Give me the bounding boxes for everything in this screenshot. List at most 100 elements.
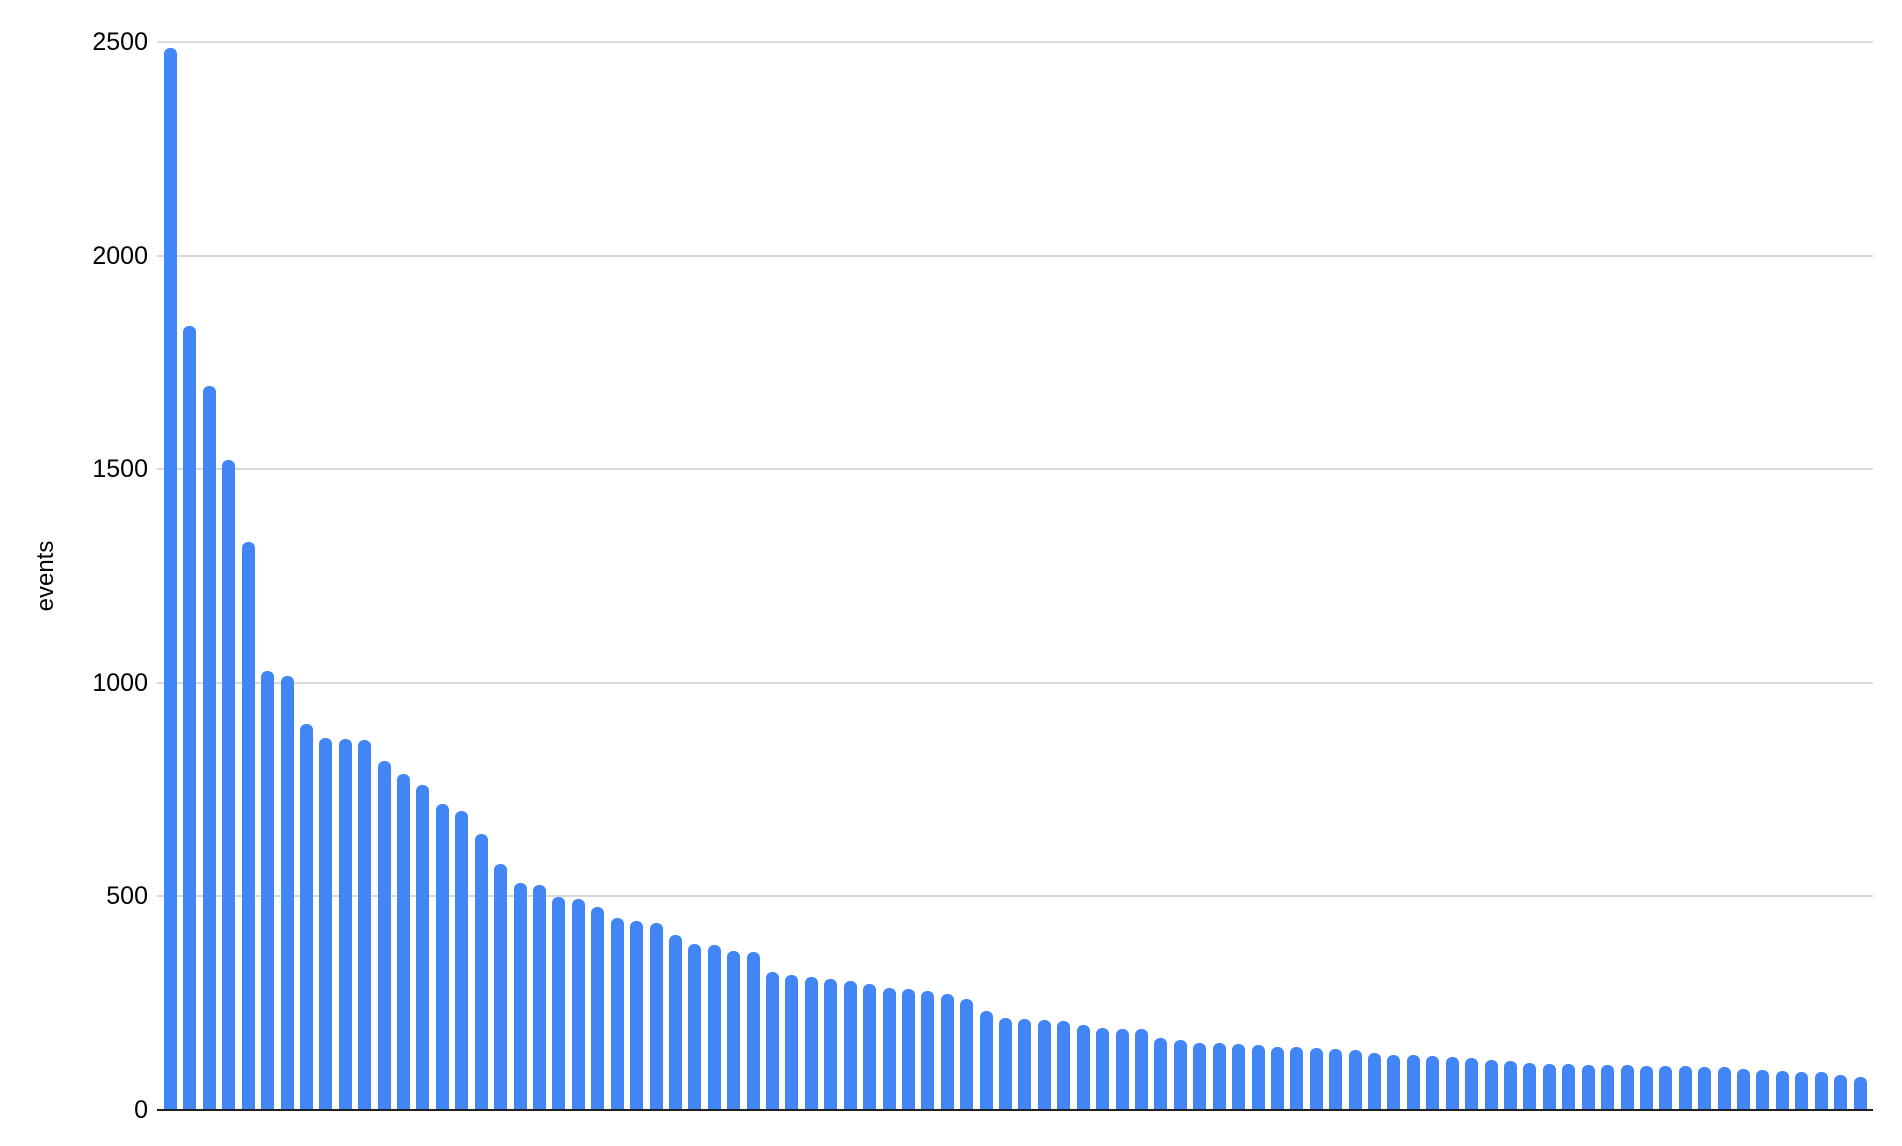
bar[interactable] [668, 934, 682, 1110]
bar[interactable] [1678, 1066, 1692, 1110]
bar[interactable] [319, 738, 333, 1110]
bar[interactable] [338, 739, 352, 1110]
bar[interactable] [630, 920, 644, 1110]
bar[interactable] [1057, 1020, 1071, 1110]
bar[interactable] [1251, 1045, 1265, 1110]
bar[interactable] [785, 974, 799, 1110]
bar[interactable] [999, 1018, 1013, 1110]
bar[interactable] [416, 784, 430, 1110]
bar[interactable] [1542, 1063, 1556, 1110]
bar[interactable] [746, 951, 760, 1110]
gridline-1500 [157, 468, 1873, 471]
bar[interactable] [571, 899, 585, 1110]
bar[interactable] [1639, 1065, 1653, 1110]
bar[interactable] [1037, 1019, 1051, 1110]
bar[interactable] [979, 1010, 993, 1110]
y-axis-tick-label: 1500 [92, 455, 148, 484]
bar[interactable] [1503, 1060, 1517, 1110]
bar[interactable] [688, 943, 702, 1110]
bar[interactable] [1076, 1025, 1090, 1110]
bar[interactable] [843, 981, 857, 1110]
bar[interactable] [591, 906, 605, 1110]
bar[interactable] [649, 922, 663, 1110]
bar[interactable] [1853, 1076, 1867, 1110]
bar[interactable] [1465, 1058, 1479, 1110]
bar[interactable] [1115, 1028, 1129, 1110]
bar[interactable] [494, 863, 508, 1110]
bar[interactable] [183, 326, 197, 1110]
bar[interactable] [280, 675, 294, 1110]
bar[interactable] [863, 984, 877, 1110]
bar[interactable] [1814, 1072, 1828, 1110]
bar[interactable] [299, 724, 313, 1110]
bar[interactable] [358, 740, 372, 1110]
bar[interactable] [1154, 1038, 1168, 1110]
bar[interactable] [901, 989, 915, 1110]
y-axis-tick-label: 2500 [92, 28, 148, 56]
bar[interactable] [940, 994, 954, 1110]
bar[interactable] [1834, 1074, 1848, 1110]
bar[interactable] [1659, 1065, 1673, 1110]
bar[interactable] [1309, 1047, 1323, 1110]
y-axis-tick-label: 1000 [92, 668, 148, 697]
bar[interactable] [1135, 1029, 1148, 1110]
bar[interactable] [1387, 1054, 1401, 1110]
bar[interactable] [222, 459, 236, 1110]
bar[interactable] [1737, 1069, 1751, 1110]
gridline-1000 [157, 681, 1873, 684]
bar[interactable] [1445, 1056, 1459, 1110]
bar[interactable] [435, 804, 449, 1110]
y-axis-tick-label: 2000 [92, 241, 148, 270]
bar[interactable] [261, 670, 275, 1110]
bar[interactable] [1329, 1049, 1343, 1110]
bar[interactable] [241, 541, 255, 1110]
bar[interactable] [1484, 1060, 1498, 1110]
plot-area [157, 41, 1873, 1111]
bar[interactable] [1523, 1063, 1537, 1110]
bar[interactable] [1270, 1046, 1284, 1110]
y-axis-tick-label: 0 [134, 1096, 148, 1124]
bar[interactable] [882, 987, 896, 1110]
bar[interactable] [766, 971, 780, 1110]
bar[interactable] [1581, 1065, 1595, 1110]
gridline-2000 [157, 254, 1873, 257]
bar[interactable] [513, 882, 527, 1110]
bar[interactable] [164, 48, 177, 1110]
bar[interactable] [397, 774, 411, 1110]
bar[interactable] [1795, 1071, 1809, 1110]
bar[interactable] [824, 979, 838, 1110]
bar[interactable] [1096, 1028, 1110, 1110]
bar[interactable] [377, 760, 391, 1110]
bar[interactable] [1368, 1052, 1382, 1110]
bar[interactable] [1348, 1049, 1362, 1110]
bar[interactable] [1426, 1056, 1440, 1110]
bar[interactable] [921, 990, 935, 1110]
bar[interactable] [1232, 1044, 1246, 1110]
bar[interactable] [455, 810, 469, 1110]
bar[interactable] [1562, 1064, 1576, 1110]
bar[interactable] [804, 977, 818, 1110]
bar[interactable] [1173, 1039, 1187, 1110]
bar[interactable] [1717, 1067, 1731, 1110]
bar[interactable] [1601, 1065, 1615, 1110]
bar[interactable] [610, 918, 624, 1110]
bar[interactable] [707, 945, 721, 1110]
bar[interactable] [1193, 1042, 1207, 1110]
bar[interactable] [1018, 1018, 1032, 1110]
bar[interactable] [727, 951, 741, 1110]
bar[interactable] [1698, 1066, 1712, 1110]
bar[interactable] [1406, 1055, 1420, 1110]
gridline-500 [157, 895, 1873, 898]
bar[interactable] [552, 896, 566, 1110]
bar[interactable] [960, 999, 974, 1110]
bar[interactable] [1290, 1047, 1304, 1110]
bar[interactable] [532, 884, 546, 1110]
bar[interactable] [1620, 1065, 1634, 1110]
bar[interactable] [1212, 1042, 1226, 1110]
gridline-2500 [157, 41, 1873, 43]
bar[interactable] [1775, 1071, 1789, 1110]
y-axis-title: events [32, 540, 59, 612]
bar[interactable] [474, 834, 488, 1110]
bar[interactable] [202, 385, 216, 1110]
bar[interactable] [1756, 1069, 1770, 1110]
